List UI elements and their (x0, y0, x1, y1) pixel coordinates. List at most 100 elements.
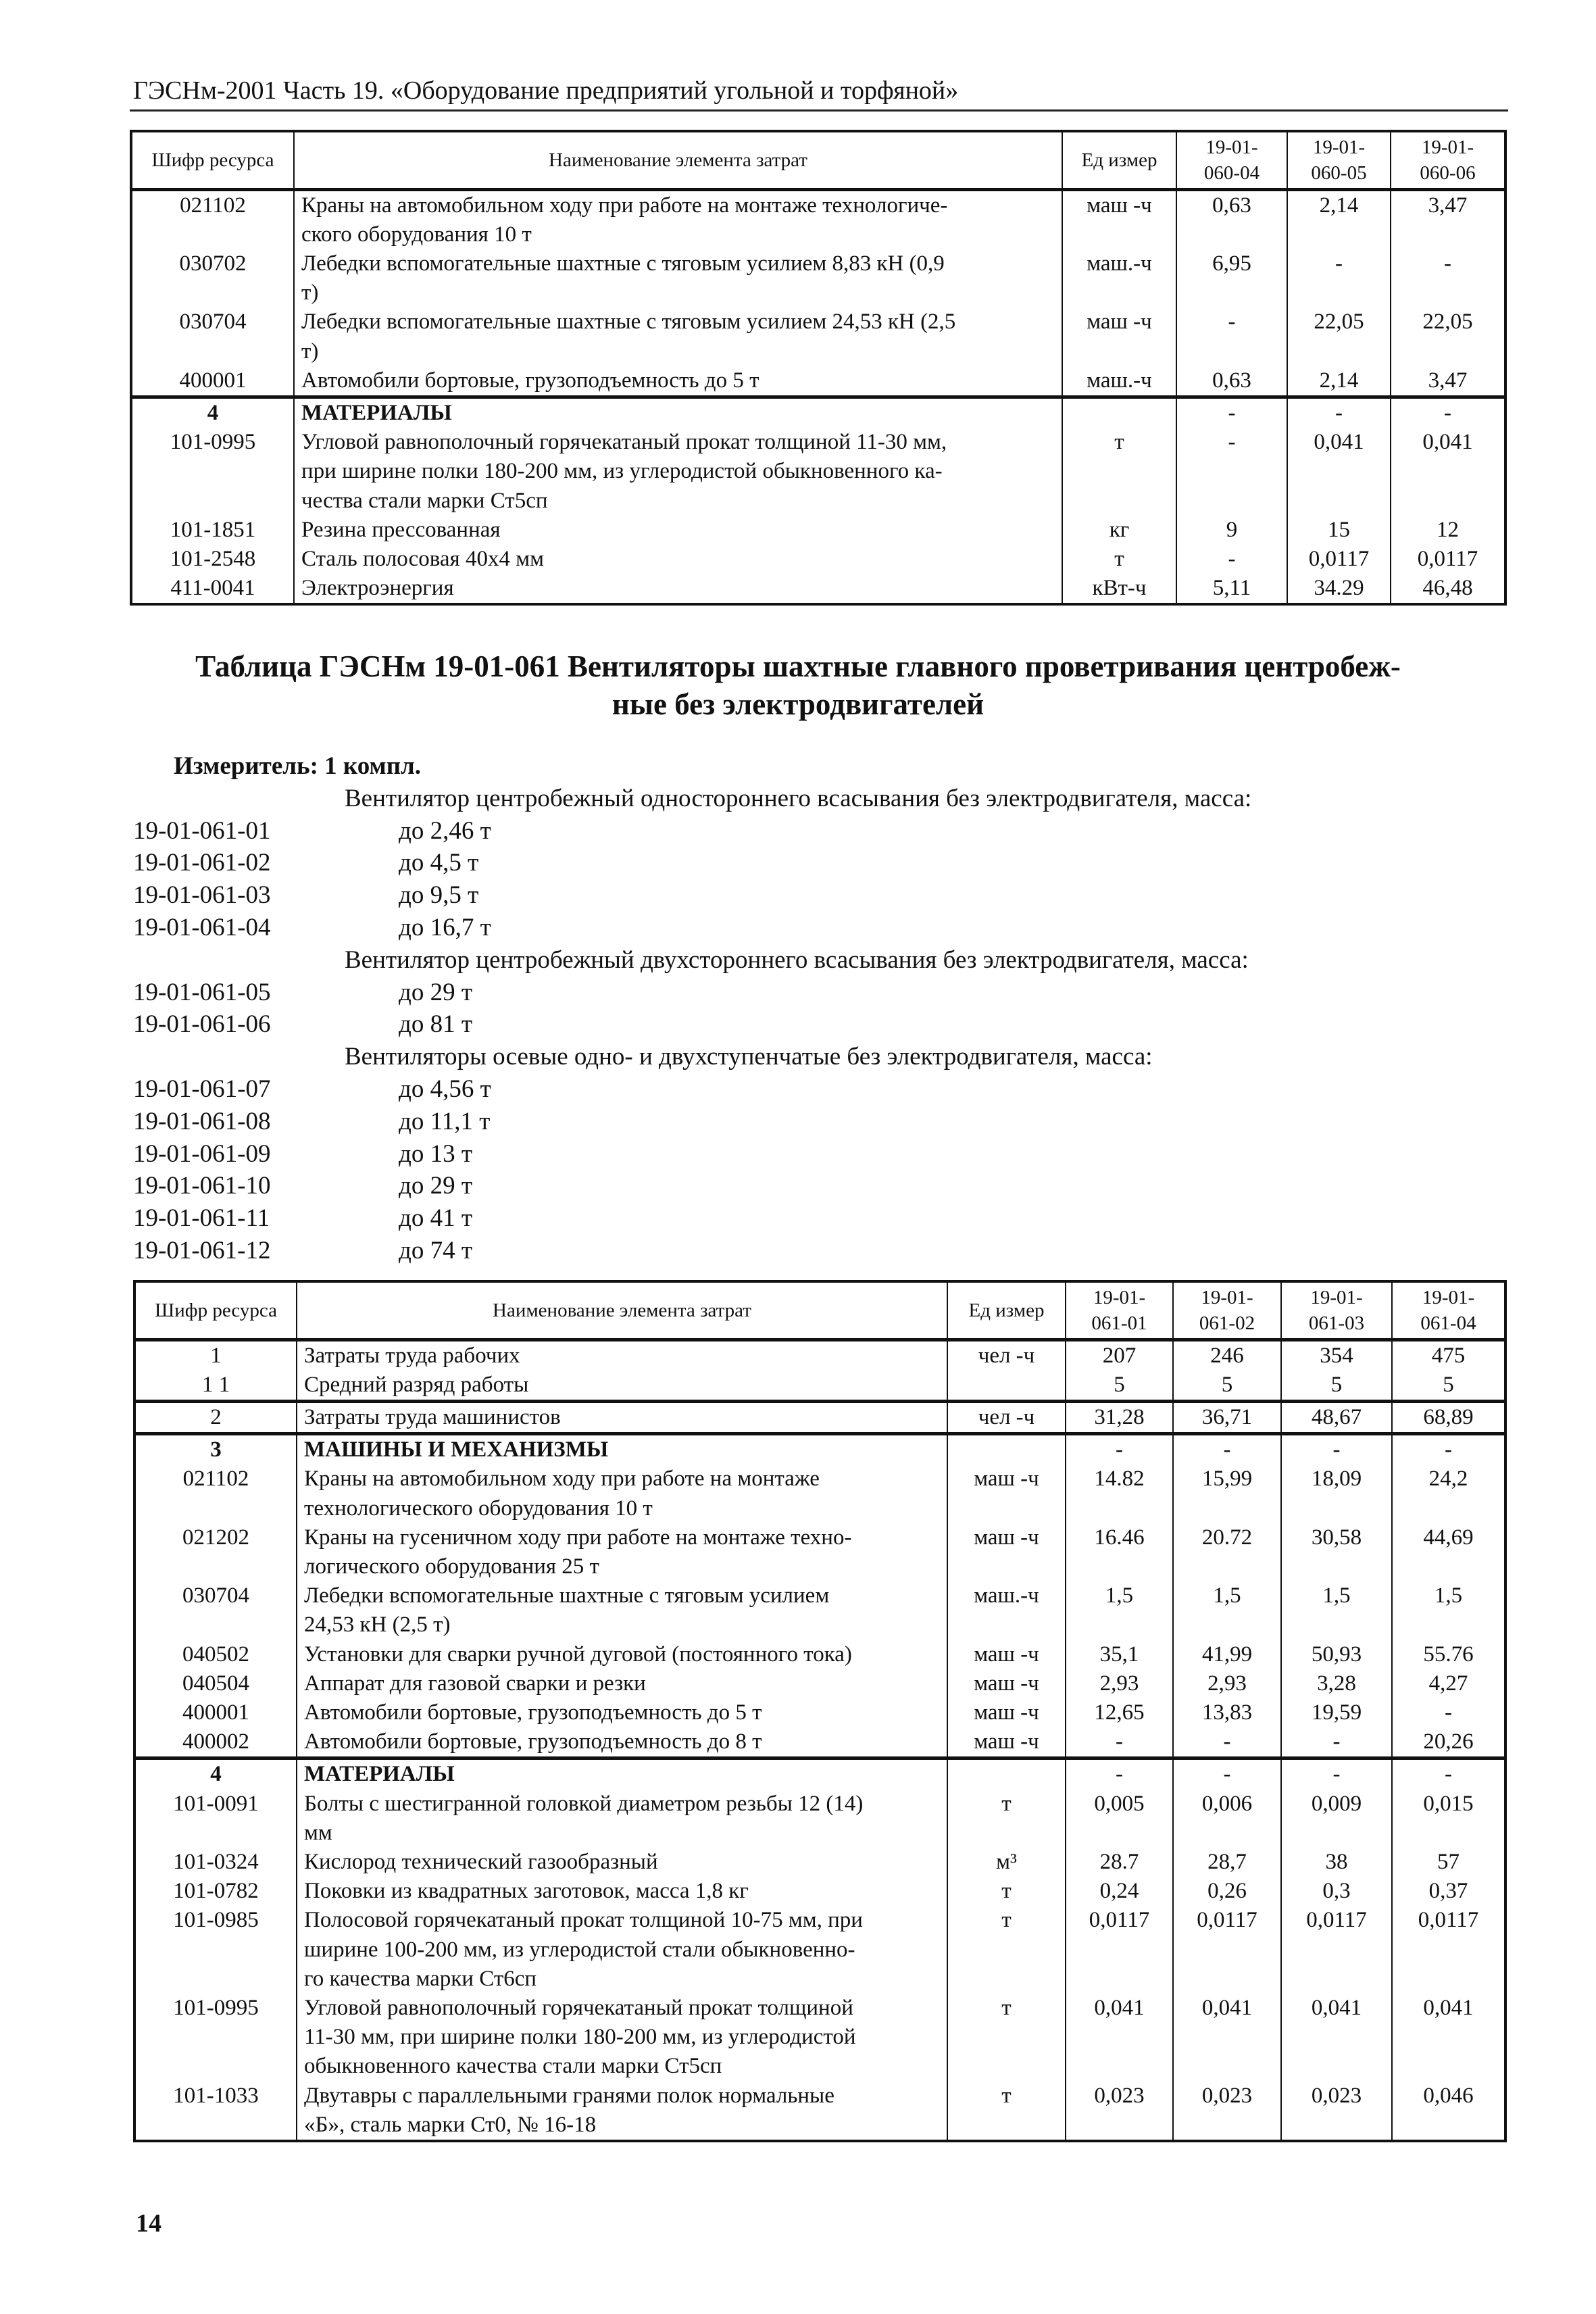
resource-code: 2 (134, 1401, 297, 1434)
norm-value: 20,26 (1391, 1727, 1506, 1758)
column-header: 19-01- 060-05 (1287, 130, 1391, 191)
table-row: 101-1033 Двутавры с параллельными гранями… (134, 2081, 1506, 2141)
resource-name: Болты с шестигранной головкой диаметром … (296, 1789, 948, 1848)
norm-value: 2,14 (1287, 366, 1391, 397)
resource-code: 101-0995 (134, 1993, 297, 2082)
resource-name: Двутавры с параллельными гранями полок н… (296, 2081, 948, 2141)
norm-value: 22,05 (1287, 307, 1391, 366)
column-header: Шифр ресурса (130, 130, 295, 191)
table-row: 1 Затраты труда рабочих чел -ч 207 246 354 475 (134, 1339, 1506, 1371)
table-row: 101-2548 Сталь полосовая 40х4 мм т -0,0117 0… (130, 544, 1506, 574)
table-title: Таблица ГЭСНм 19-01-061 Вентиляторы шахт… (195, 649, 1401, 721)
norm-value: 2,14 (1287, 189, 1391, 249)
norm-code: 19-01-061-05 (133, 978, 271, 1006)
unit: маш.-ч (1062, 366, 1177, 397)
resource-name: Лебедки вспомогательные шахтные с тяговы… (293, 249, 1063, 308)
column-header: Наименование элемента затрат (296, 1281, 948, 1341)
norm-value: 28.7 (1065, 1847, 1174, 1877)
norm-value: 1,5 (1391, 1581, 1506, 1640)
norm-value: 0,63 (1176, 366, 1288, 397)
norm-value: - (1065, 1727, 1174, 1758)
norm-value: 0,041 (1391, 1993, 1506, 2082)
mass-value: до 29 т (399, 1172, 472, 1200)
norm-value: - (1280, 1433, 1393, 1465)
resource-table-061: Шифр ресурса Наименование элемента затрат… (133, 1280, 1507, 2142)
norm-value: 3,47 (1390, 189, 1506, 249)
resource-name: Краны на гусеничном ходу при работе на м… (296, 1523, 948, 1582)
column-header: 19-01- 061-04 (1391, 1281, 1506, 1341)
norm-value: 4,27 (1391, 1669, 1506, 1698)
row-group: 4 МАТЕРИАЛЫ - - -101-0995 Угловой равнополочн… (130, 397, 1506, 605)
norm-value: - (1172, 1727, 1282, 1758)
unit: т (947, 1993, 1066, 2082)
resource-name: Аппарат для газовой сварки и резки (296, 1669, 948, 1698)
norm-value: 0,37 (1391, 1877, 1506, 1906)
resource-name: Сталь полосовая 40х4 мм (293, 544, 1063, 574)
table-row: 101-0995 Угловой равнополочный горячеката… (130, 428, 1506, 516)
unit: маш -ч (947, 1727, 1066, 1758)
norm-value: 16.46 (1065, 1523, 1174, 1582)
mass-value: до 16,7 т (399, 913, 491, 941)
mass-value: до 4,56 т (399, 1075, 491, 1103)
resource-table-060: Шифр ресурса Наименование элемента затрат… (130, 130, 1507, 606)
norm-value: 50,93 (1280, 1640, 1393, 1669)
column-header: 19-01- 060-06 (1390, 130, 1506, 191)
norm-value: - (1390, 249, 1506, 308)
norm-value: 2,93 (1172, 1669, 1282, 1698)
unit: чел -ч (947, 1401, 1066, 1434)
resource-name: МАТЕРИАЛЫ (296, 1758, 948, 1790)
norm-value: 0,009 (1280, 1789, 1393, 1848)
norm-value: 0,005 (1065, 1789, 1174, 1848)
table-row: 411-0041 Электроэнергия кВт-ч 5,11 34.29 46,4… (130, 574, 1506, 605)
resource-code: 400002 (134, 1727, 297, 1758)
resource-code: 021102 (130, 189, 295, 249)
resource-code: 101-1033 (134, 2081, 297, 2141)
norm-value: - (1065, 1758, 1174, 1790)
norm-value: 20.72 (1172, 1523, 1282, 1582)
norm-code: 19-01-061-02 (133, 849, 271, 877)
unit: маш.-ч (1062, 249, 1177, 308)
norm-value: 0,3 (1280, 1877, 1393, 1906)
column-header: Наименование элемента затрат (293, 130, 1063, 191)
table-row: 030704 Лебедки вспомогательные шахтные с … (134, 1581, 1506, 1640)
resource-code: 400001 (134, 1698, 297, 1728)
norm-value: 19,59 (1280, 1698, 1393, 1728)
norm-value: - (1391, 1698, 1506, 1728)
resource-code: 101-0091 (134, 1789, 297, 1848)
norm-value: 0,0117 (1172, 1906, 1282, 1994)
resource-code: 101-0985 (134, 1906, 297, 1994)
resource-code: 101-2548 (130, 544, 295, 574)
norm-value: - (1390, 397, 1506, 428)
unit: кВт-ч (1062, 574, 1177, 605)
table-row: 021202 Краны на гусеничном ходу при работ… (134, 1523, 1506, 1582)
norm-value: 1,5 (1172, 1581, 1282, 1640)
norm-value: 0,023 (1280, 2081, 1393, 2141)
unit: маш.-ч (947, 1581, 1066, 1640)
resource-code: 4 (134, 1758, 297, 1790)
norm-code: 19-01-061-07 (133, 1075, 271, 1103)
unit: т (947, 2081, 1066, 2141)
norm-value: - (1176, 544, 1288, 574)
norm-value: 0,041 (1280, 1993, 1393, 2082)
row-group: 4 МАТЕРИАЛЫ - - - -101-0091 Болты с шестигранн… (134, 1758, 1506, 2141)
mass-value: до 29 т (399, 978, 472, 1006)
norm-value: 2,93 (1065, 1669, 1174, 1698)
norm-value: 41,99 (1172, 1640, 1282, 1669)
table-row: 030702 Лебедки вспомогательные шахтные с … (130, 249, 1506, 308)
norm-value: 28,7 (1172, 1847, 1282, 1877)
resource-name: Затраты труда машинистов (296, 1401, 948, 1434)
norm-value: - (1391, 1758, 1506, 1790)
resource-code: 021102 (134, 1464, 297, 1523)
norm-value: 354 (1280, 1339, 1393, 1371)
table-row: 2 Затраты труда машинистов чел -ч 31,28 36,7… (134, 1401, 1506, 1434)
norm-value: 9 (1176, 515, 1288, 545)
column-header: Ед измер (947, 1281, 1066, 1341)
resource-code: 3 (134, 1433, 297, 1465)
unit: кг (1062, 515, 1177, 545)
resource-code: 030704 (130, 307, 295, 366)
table-row: 400002 Автомобили бортовые, грузоподъемно… (134, 1727, 1506, 1758)
norm-value: 48,67 (1280, 1401, 1393, 1434)
unit: т (1062, 428, 1177, 516)
column-header: Шифр ресурса (134, 1281, 297, 1341)
norm-value: 0,0117 (1065, 1906, 1174, 1994)
